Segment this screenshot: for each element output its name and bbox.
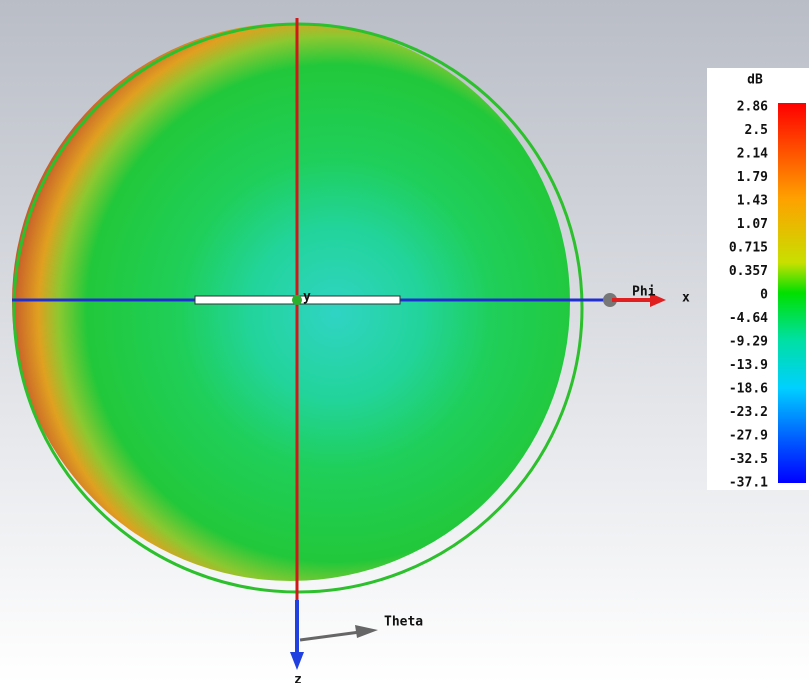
colorbar-label: 1.07 — [737, 217, 768, 232]
theta-arrow-head — [355, 625, 378, 638]
x-label: x — [682, 291, 690, 306]
colorbar-label: -27.9 — [729, 429, 768, 444]
colorbar-label: 0.715 — [729, 241, 768, 256]
x-arrow-head — [650, 293, 666, 307]
theta-label: Theta — [384, 615, 423, 630]
colorbar: dB 2.86 2.5 2.14 1.79 1.43 1.07 0.715 0.357 0 -4.… — [707, 68, 809, 491]
colorbar-label: 0 — [760, 288, 768, 303]
colorbar-label: 0.357 — [729, 264, 768, 279]
colorbar-label: -9.29 — [729, 335, 768, 350]
colorbar-label: -32.5 — [729, 452, 768, 467]
colorbar-label: 1.79 — [737, 170, 768, 185]
y-label: y — [303, 290, 311, 305]
phi-marker — [603, 293, 617, 307]
colorbar-label: 2.5 — [745, 123, 768, 138]
origin — [292, 295, 302, 305]
colorbar-scale — [778, 103, 806, 483]
colorbar-label: 2.14 — [737, 147, 768, 162]
colorbar-label: 2.86 — [737, 100, 768, 115]
colorbar-label: -23.2 — [729, 405, 768, 420]
colorbar-label: -18.6 — [729, 382, 768, 397]
colorbar-label: 1.43 — [737, 194, 768, 209]
colorbar-label: -4.64 — [729, 311, 768, 326]
colorbar-label: -13.9 — [729, 358, 768, 373]
theta-arrow — [299, 630, 361, 642]
z-label: z — [294, 673, 302, 683]
phi-label: Phi — [632, 285, 656, 300]
z-arrow-head — [290, 652, 304, 670]
colorbar-unit: dB — [747, 73, 763, 88]
colorbar-label: -37.1 — [729, 476, 768, 491]
